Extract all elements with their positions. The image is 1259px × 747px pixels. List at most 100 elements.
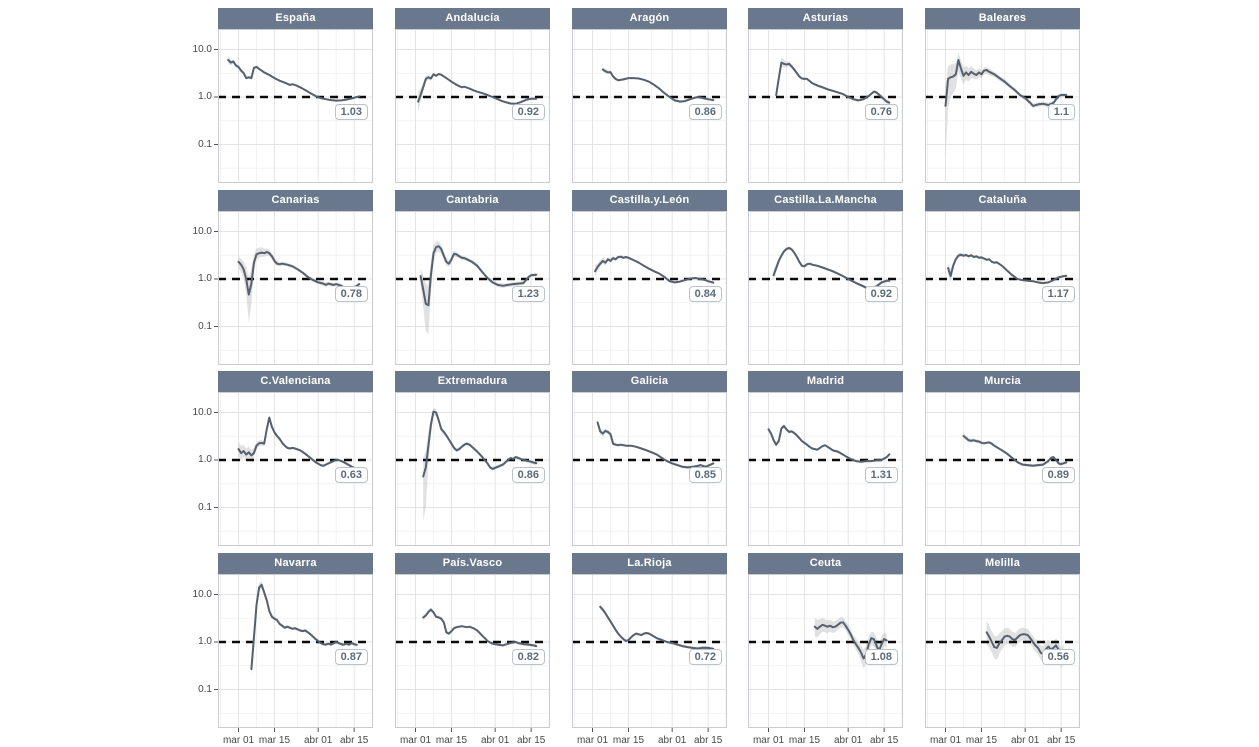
- facet-panel: Madrid 1.31: [748, 371, 903, 546]
- panel-border: [572, 29, 727, 183]
- facet-title: Navarra: [218, 553, 373, 574]
- panel-border: [925, 574, 1080, 728]
- facet-plot-area: 0.87: [214, 574, 373, 732]
- rt-line-chart: [214, 574, 373, 732]
- panel-border: [395, 392, 550, 546]
- rt-estimate-line: [775, 61, 891, 104]
- credible-interval-ribbon: [600, 604, 714, 651]
- x-axis-tick-label: mar 15: [612, 735, 645, 746]
- facet-panel: Baleares 1.1: [925, 8, 1080, 183]
- rt-estimate-line: [227, 59, 361, 102]
- facet-plot-area: 1.31: [748, 392, 903, 546]
- facet-panel: España 1.03: [214, 8, 373, 183]
- facet-title: Murcia: [925, 371, 1080, 392]
- rt-value-label: 0.89: [1041, 467, 1075, 483]
- x-axis-tick-label: mar 01: [576, 735, 609, 746]
- x-axis-tick-label: abr 01: [303, 735, 333, 746]
- rt-estimate-line: [601, 68, 715, 103]
- facet-panel: Ceuta 1.08: [748, 553, 903, 732]
- panel-border: [395, 574, 550, 728]
- x-axis-tick-label: abr 01: [480, 735, 510, 746]
- y-axis-tick-label: 0.1: [198, 138, 212, 150]
- facet-plot-area: 0.76: [748, 29, 903, 183]
- rt-line-chart: [214, 392, 373, 546]
- rt-value-label: 0.85: [688, 467, 722, 483]
- facet-panel: C.Valenciana 0.63: [214, 371, 373, 546]
- rt-estimate-line: [813, 621, 888, 660]
- facet-plot-area: 0.84: [572, 211, 727, 365]
- credible-interval-ribbon: [776, 57, 890, 105]
- credible-interval-ribbon: [773, 246, 890, 291]
- rt-estimate-line: [417, 73, 538, 105]
- x-axis-tick-label: mar 01: [399, 735, 432, 746]
- panel-border: [572, 574, 727, 728]
- rt-estimate-line: [422, 608, 538, 648]
- facet-title: España: [218, 8, 373, 29]
- facet-panel: Aragón 0.86: [572, 8, 727, 183]
- panel-border: [748, 574, 903, 728]
- facet-panel: Extremadura 0.86: [395, 371, 550, 546]
- x-axis-tick-label: mar 15: [435, 735, 468, 746]
- rt-value-label: 0.92: [864, 286, 898, 302]
- x-axis-tick-label: abr 15: [869, 735, 899, 746]
- x-axis-tick-label: abr 01: [1010, 735, 1040, 746]
- rt-value-label: 0.84: [688, 286, 722, 302]
- x-axis-tick-label: mar 15: [965, 735, 998, 746]
- facet-title: Castilla.y.León: [572, 190, 727, 211]
- facet-plot-area: 0.78: [214, 211, 373, 365]
- gridlines-group: [572, 574, 727, 728]
- facet-panel: País.Vasco 0.82: [395, 553, 550, 732]
- panel-border: [925, 392, 1080, 546]
- facet-title: Cataluña: [925, 190, 1080, 211]
- rt-estimate-line: [594, 255, 715, 284]
- x-axis-tick-label: abr 15: [693, 735, 723, 746]
- rt-value-label: 1.1: [1047, 104, 1075, 120]
- x-axis-tick-label: mar 15: [258, 735, 291, 746]
- y-axis-tick-label: 10.0: [192, 406, 212, 418]
- panel-border: [572, 392, 727, 546]
- facet-plot-area: 0.89: [925, 392, 1080, 546]
- rt-value-label: 0.72: [688, 649, 722, 665]
- facet-panel: Andalucía 0.92: [395, 8, 550, 183]
- facet-panel: Murcia 0.89: [925, 371, 1080, 546]
- y-axis-tick-label: 1.0: [198, 454, 212, 465]
- facet-plot-area: 0.82: [395, 574, 550, 732]
- y-axis-tick-label: 1.0: [198, 91, 212, 102]
- credible-interval-ribbon: [814, 617, 887, 669]
- rt-value-label: 0.78: [334, 286, 368, 302]
- panel-border: [572, 211, 727, 365]
- rt-line-chart: [395, 392, 550, 546]
- x-axis-tick-label: abr 15: [516, 735, 546, 746]
- rt-value-label: 0.76: [864, 104, 898, 120]
- facet-plot-area: 0.85: [572, 392, 727, 546]
- facet-plot-area: 0.92: [395, 29, 550, 183]
- y-axis-tick-label: 10.0: [192, 588, 212, 600]
- rt-value-label: 1.08: [864, 649, 898, 665]
- rt-estimate-line: [599, 605, 715, 650]
- rt-estimate-line: [422, 410, 538, 478]
- facet-panel: Galicia 0.85: [572, 371, 727, 546]
- panel-border: [218, 574, 373, 728]
- facet-plot-area: 0.86: [395, 392, 550, 546]
- rt-value-label: 0.87: [334, 649, 368, 665]
- rt-line-chart: [572, 392, 727, 546]
- facet-plot-area: 0.63: [214, 392, 373, 546]
- rt-estimate-line: [237, 416, 361, 471]
- gridlines-group: [572, 29, 727, 183]
- x-axis-tick-label: mar 01: [929, 735, 962, 746]
- panel-border: [395, 29, 550, 183]
- facet-panel: La.Rioja 0.72: [572, 553, 727, 732]
- rt-line-chart: [214, 29, 373, 183]
- facet-title: C.Valenciana: [218, 371, 373, 392]
- y-axis-tick-label: 1.0: [198, 273, 212, 284]
- rt-estimate-line: [767, 425, 891, 463]
- credible-interval-ribbon: [945, 52, 1067, 159]
- x-axis-tick-label: abr 15: [1046, 735, 1076, 746]
- rt-value-label: 0.82: [511, 649, 545, 665]
- panel-border: [218, 211, 373, 365]
- facet-plot-area: 1.1: [925, 29, 1080, 183]
- panel-border: [748, 29, 903, 183]
- facet-plot-area: 0.92: [748, 211, 903, 365]
- facet-panel: Castilla.La.Mancha 0.92: [748, 190, 903, 365]
